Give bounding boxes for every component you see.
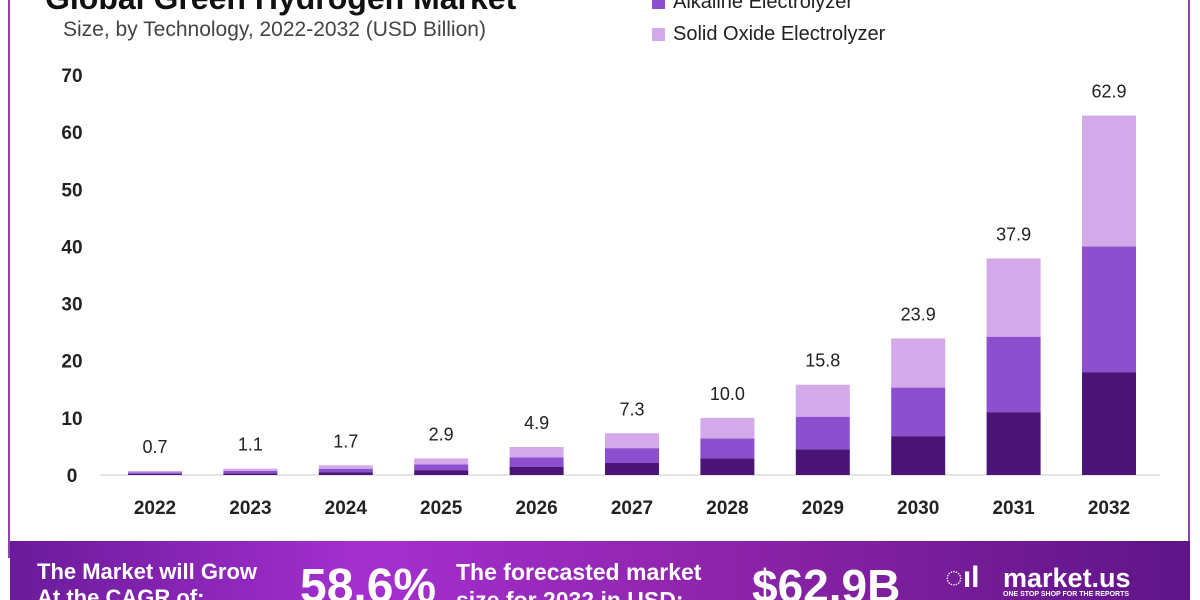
bar-segment (986, 412, 1041, 475)
data-label: 4.9 (524, 413, 549, 433)
data-label: 7.3 (619, 399, 644, 419)
bar-segment (700, 438, 755, 459)
bar-segment (986, 336, 1041, 413)
forecast-label: size for 2032 in USD: (456, 587, 684, 600)
summary-banner: The Market will Grow At the CAGR of: 58.… (10, 541, 1190, 600)
bar-segment (223, 471, 278, 474)
brand-tagline: ONE STOP SHOP FOR THE REPORTS (1003, 591, 1130, 598)
data-label: 23.9 (901, 304, 936, 324)
bar-segment (509, 457, 564, 467)
chart-subtitle: Size, by Technology, 2022-2032 (USD Bill… (63, 18, 486, 41)
bar-segment (1082, 246, 1136, 373)
bar-segment (891, 387, 946, 437)
y-tick-label: 70 (61, 66, 82, 87)
x-tick-label: 2029 (802, 498, 844, 519)
cagr-value: 58.6% (300, 560, 437, 600)
bar-segment (891, 436, 946, 475)
legend-item-solid-oxide: Solid Oxide Electrolyzer (652, 23, 885, 46)
bar-segment (223, 473, 278, 475)
bar-segment (414, 470, 469, 475)
x-tick-label: 2027 (611, 498, 653, 519)
x-tick-label: 2025 (420, 498, 463, 519)
bar-segment (414, 458, 469, 465)
data-label: 62.9 (1091, 82, 1126, 102)
y-tick-label: 40 (61, 237, 82, 258)
bar-segment (414, 464, 469, 471)
brand-logo-icon: ◌ıl (945, 561, 980, 594)
grow-text: The Market will Grow (37, 559, 258, 584)
bar-segment (509, 447, 564, 458)
x-tick-label: 2024 (325, 498, 368, 519)
bar-segment (795, 384, 850, 417)
forecast-value: $62.9B (752, 560, 901, 600)
y-tick-label: 0 (67, 466, 78, 487)
forecast-text: The forecasted market (456, 559, 702, 585)
legend-swatch (652, 28, 665, 41)
data-label: 0.7 (142, 437, 167, 457)
bar-segment (986, 258, 1041, 337)
bar-segment (223, 468, 278, 471)
legend-label: Solid Oxide Electrolyzer (673, 23, 886, 45)
cagr-label: At the CAGR of: (37, 585, 205, 600)
data-label: 15.8 (805, 351, 840, 371)
bar-segment (128, 472, 182, 474)
bar-segment (509, 467, 564, 475)
bar-segment (700, 417, 755, 439)
bar-segment (128, 473, 182, 475)
bar-segment (318, 468, 373, 473)
y-tick-label: 10 (61, 409, 82, 430)
chart-title: Global Green Hydrogen Market (45, 0, 516, 17)
bar-segment (318, 472, 373, 475)
legend-item-alkaline: Alkaline Electrolyzer (652, 0, 853, 14)
bar-segment (605, 433, 659, 449)
x-tick-label: 2030 (897, 498, 939, 519)
bar-segment (795, 416, 850, 450)
bar-segment (318, 465, 373, 469)
brand-name: market.us (1003, 563, 1131, 593)
data-label: 1.7 (333, 431, 358, 451)
x-tick-label: 2031 (992, 498, 1035, 519)
legend-swatch (652, 0, 665, 9)
y-tick-label: 50 (61, 180, 82, 201)
bar-chart: 0102030405060700.720221.120231.720242.92… (61, 66, 1160, 519)
data-label: 10.0 (710, 384, 745, 404)
x-tick-label: 2026 (515, 498, 557, 519)
data-label: 1.1 (238, 435, 263, 455)
data-label: 2.9 (429, 424, 454, 444)
bar-segment (795, 449, 850, 475)
x-tick-label: 2022 (134, 498, 176, 519)
data-label: 37.9 (996, 224, 1031, 244)
y-tick-label: 30 (61, 295, 82, 316)
bar-segment (605, 448, 659, 463)
legend-label: Alkaline Electrolyzer (673, 0, 854, 13)
x-tick-label: 2028 (706, 498, 748, 519)
bar-segment (128, 471, 182, 473)
y-tick-label: 20 (61, 352, 82, 373)
x-tick-label: 2023 (229, 498, 271, 519)
bar-segment (605, 463, 659, 475)
bar-segment (891, 338, 946, 388)
bar-segment (700, 458, 755, 475)
y-tick-label: 60 (61, 123, 82, 144)
bar-segment (1082, 372, 1136, 475)
bar-segment (1082, 115, 1136, 247)
x-tick-label: 2032 (1088, 498, 1130, 519)
